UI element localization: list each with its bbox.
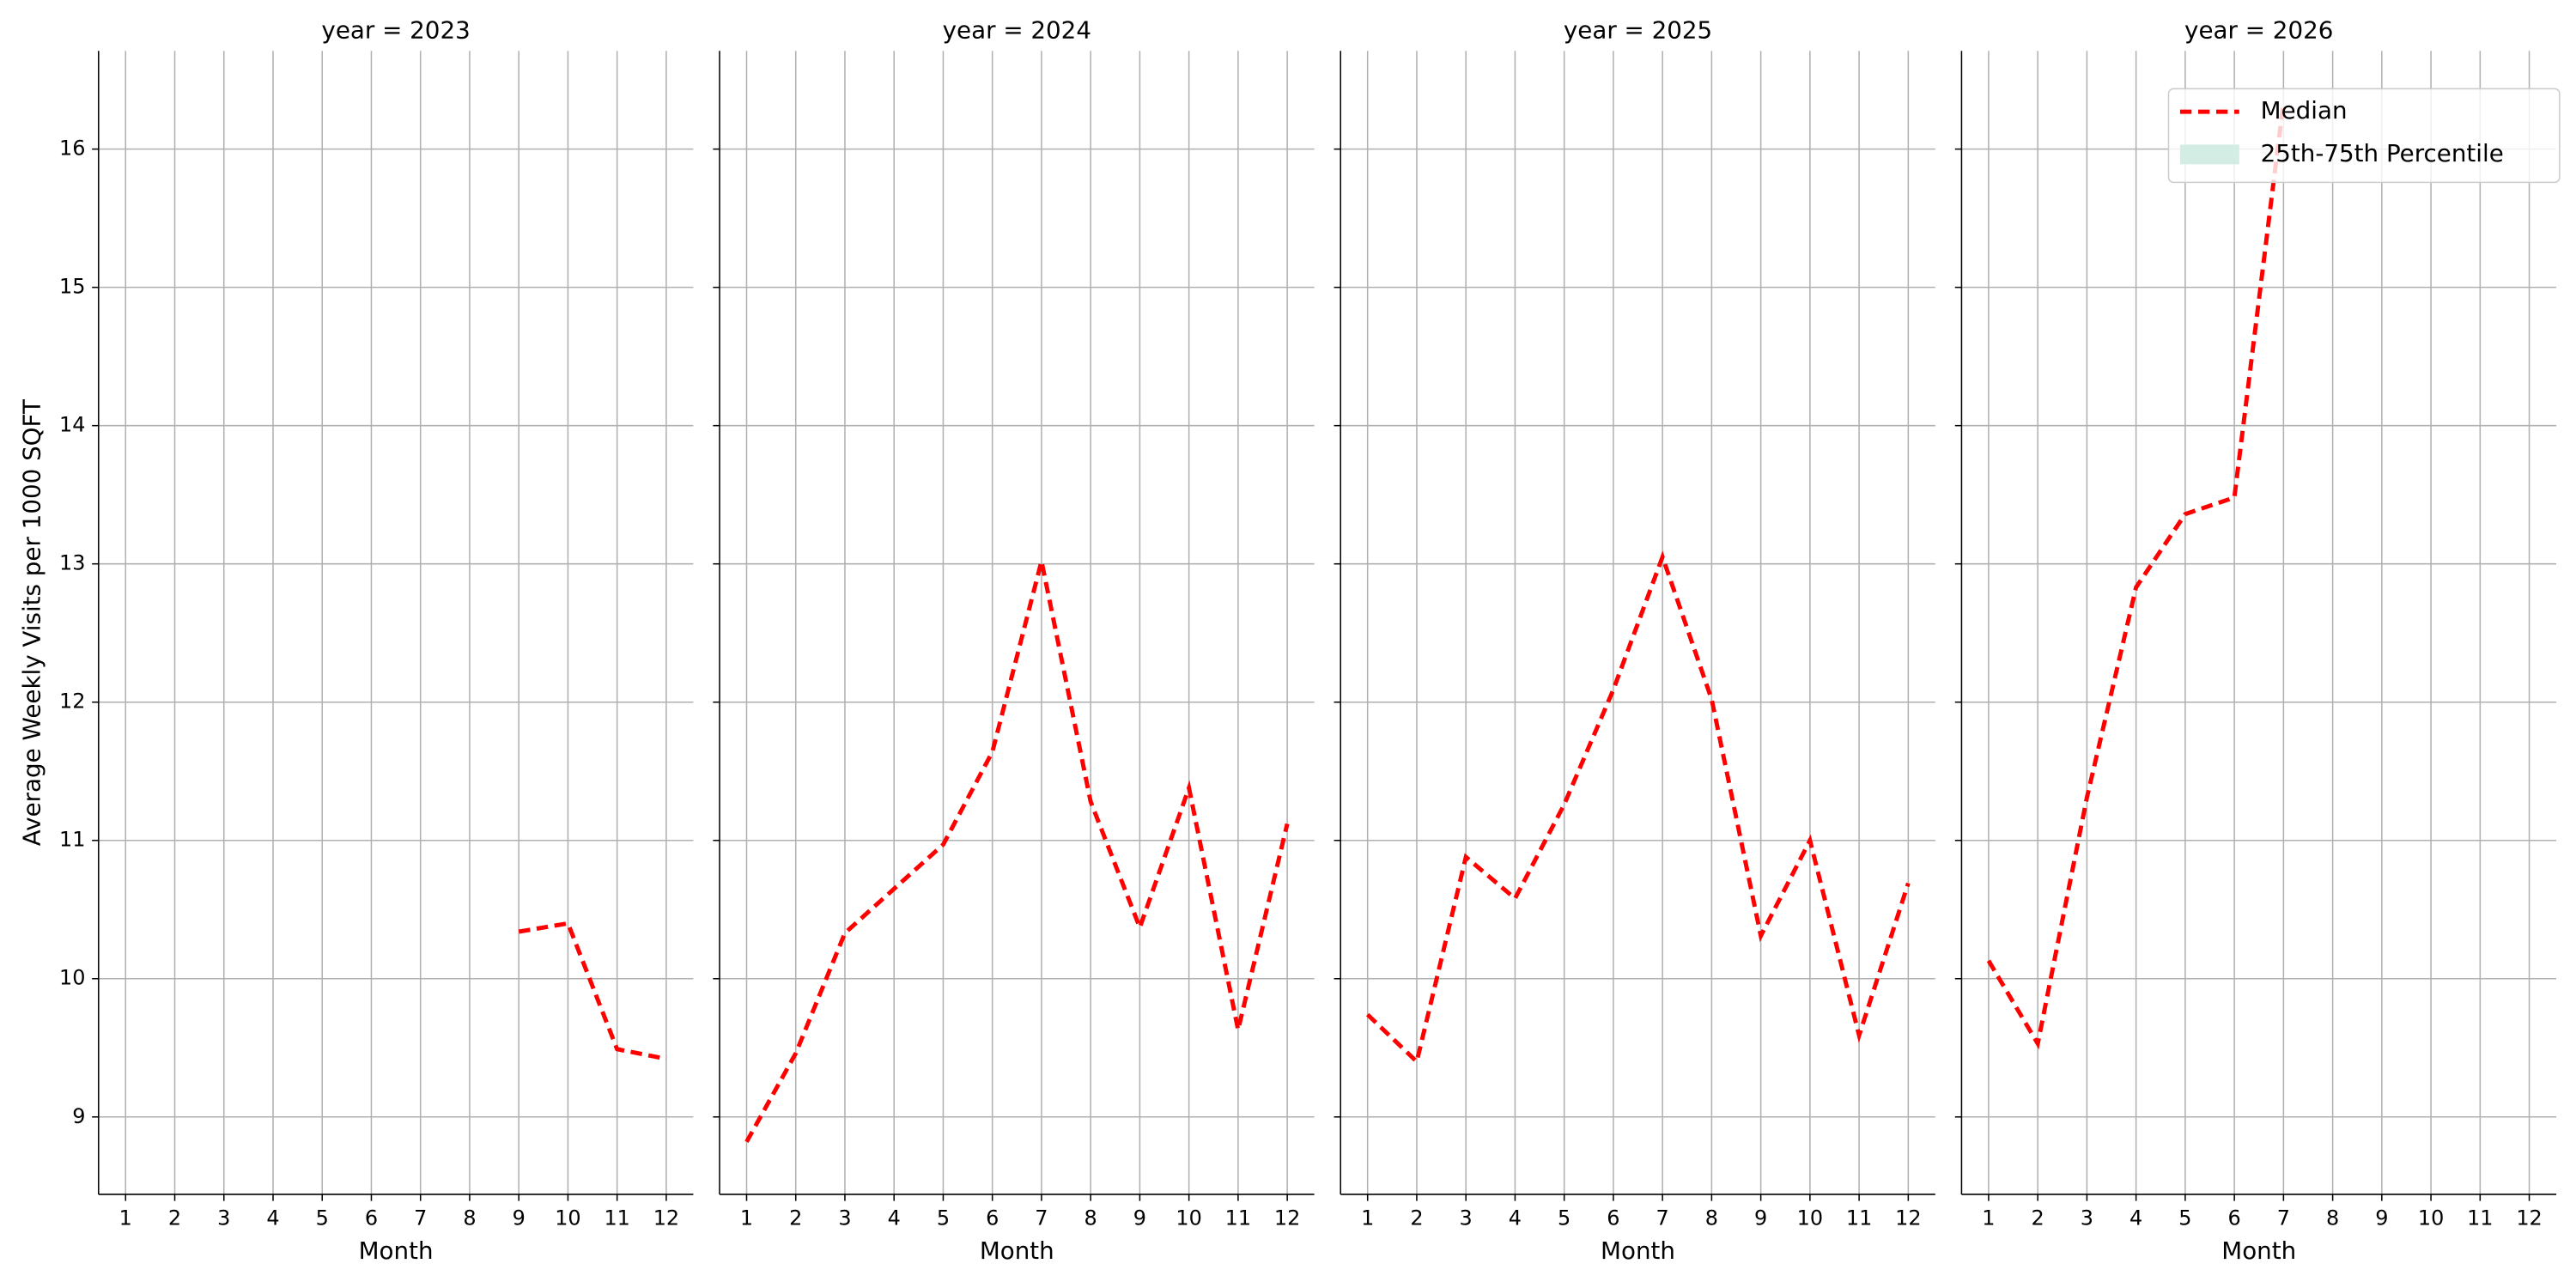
x-tick-label: 9 <box>1133 1206 1146 1230</box>
x-axis-label: Month <box>2221 1236 2296 1265</box>
x-tick-label: 5 <box>316 1206 329 1230</box>
panel-title: year = 2025 <box>1564 15 1712 44</box>
x-tick-label: 4 <box>266 1206 279 1230</box>
x-tick-label: 10 <box>2418 1206 2444 1230</box>
x-tick-label: 10 <box>555 1206 580 1230</box>
x-tick-label: 2 <box>1410 1206 1423 1230</box>
x-tick-label: 12 <box>2516 1206 2542 1230</box>
x-tick-label: 2 <box>789 1206 802 1230</box>
legend-swatch <box>2179 144 2239 165</box>
y-axis-label: Average Weekly Visits per 1000 SQFT <box>17 398 46 846</box>
x-tick-label: 6 <box>986 1206 999 1230</box>
x-tick-label: 8 <box>1705 1206 1718 1230</box>
median-line <box>1365 550 1911 1066</box>
legend <box>2167 88 2561 184</box>
x-axis-label: Month <box>359 1236 434 1265</box>
x-tick-label: 8 <box>2326 1206 2339 1230</box>
x-tick-label: 1 <box>1982 1206 1995 1230</box>
x-axis-label: Month <box>980 1236 1054 1265</box>
x-tick-label: 5 <box>937 1206 950 1230</box>
x-tick-label: 11 <box>1846 1206 1872 1230</box>
x-tick-label: 11 <box>604 1206 629 1230</box>
x-tick-label: 4 <box>1509 1206 1522 1230</box>
x-tick-label: 5 <box>1558 1206 1571 1230</box>
x-tick-label: 10 <box>1176 1206 1201 1230</box>
median-line <box>1986 101 2286 1050</box>
median-line <box>518 920 667 1061</box>
x-tick-label: 8 <box>463 1206 476 1230</box>
x-axis-label: Month <box>1601 1236 1675 1265</box>
legend-label: Median <box>2261 96 2348 125</box>
x-tick-label: 3 <box>217 1206 230 1230</box>
x-tick-label: 6 <box>2228 1206 2241 1230</box>
x-tick-label: 7 <box>2277 1206 2290 1230</box>
y-tick-label: 14 <box>59 413 85 437</box>
x-tick-label: 6 <box>1607 1206 1619 1230</box>
x-tick-label: 3 <box>838 1206 851 1230</box>
y-tick-label: 15 <box>59 275 85 299</box>
x-tick-label: 7 <box>1656 1206 1669 1230</box>
y-tick-label: 16 <box>59 137 85 161</box>
x-tick-label: 12 <box>1274 1206 1300 1230</box>
x-tick-label: 9 <box>1754 1206 1767 1230</box>
panel-title: year = 2023 <box>321 15 470 44</box>
x-tick-label: 7 <box>1035 1206 1048 1230</box>
x-tick-label: 8 <box>1084 1206 1097 1230</box>
x-tick-label: 1 <box>119 1206 132 1230</box>
x-tick-label: 9 <box>2375 1206 2388 1230</box>
x-tick-label: 6 <box>365 1206 378 1230</box>
x-tick-label: 2 <box>168 1206 181 1230</box>
x-tick-label: 12 <box>1895 1206 1921 1230</box>
x-tick-label: 1 <box>1361 1206 1374 1230</box>
y-tick-label: 9 <box>72 1104 85 1128</box>
x-tick-label: 11 <box>2467 1206 2493 1230</box>
panel-title: year = 2024 <box>943 15 1091 44</box>
x-tick-label: 3 <box>2081 1206 2093 1230</box>
x-tick-label: 9 <box>513 1206 526 1230</box>
panel-title: year = 2026 <box>2184 15 2333 44</box>
y-tick-label: 11 <box>59 828 85 852</box>
y-tick-label: 12 <box>59 690 85 714</box>
x-tick-label: 12 <box>653 1206 679 1230</box>
legend-label: 25th-75th Percentile <box>2261 139 2504 167</box>
y-tick-label: 13 <box>59 551 85 575</box>
x-tick-label: 5 <box>2178 1206 2191 1230</box>
x-tick-label: 1 <box>740 1206 753 1230</box>
x-tick-label: 4 <box>888 1206 901 1230</box>
x-tick-label: 3 <box>1460 1206 1473 1230</box>
x-tick-label: 10 <box>1797 1206 1823 1230</box>
x-tick-label: 4 <box>2129 1206 2142 1230</box>
median-line <box>744 560 1290 1143</box>
y-tick-label: 10 <box>59 966 85 990</box>
x-tick-label: 2 <box>2032 1206 2044 1230</box>
x-tick-label: 11 <box>1225 1206 1251 1230</box>
x-tick-label: 7 <box>414 1206 427 1230</box>
